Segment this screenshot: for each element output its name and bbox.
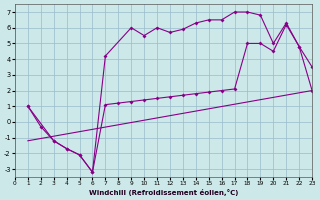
X-axis label: Windchill (Refroidissement éolien,°C): Windchill (Refroidissement éolien,°C) [89,189,238,196]
